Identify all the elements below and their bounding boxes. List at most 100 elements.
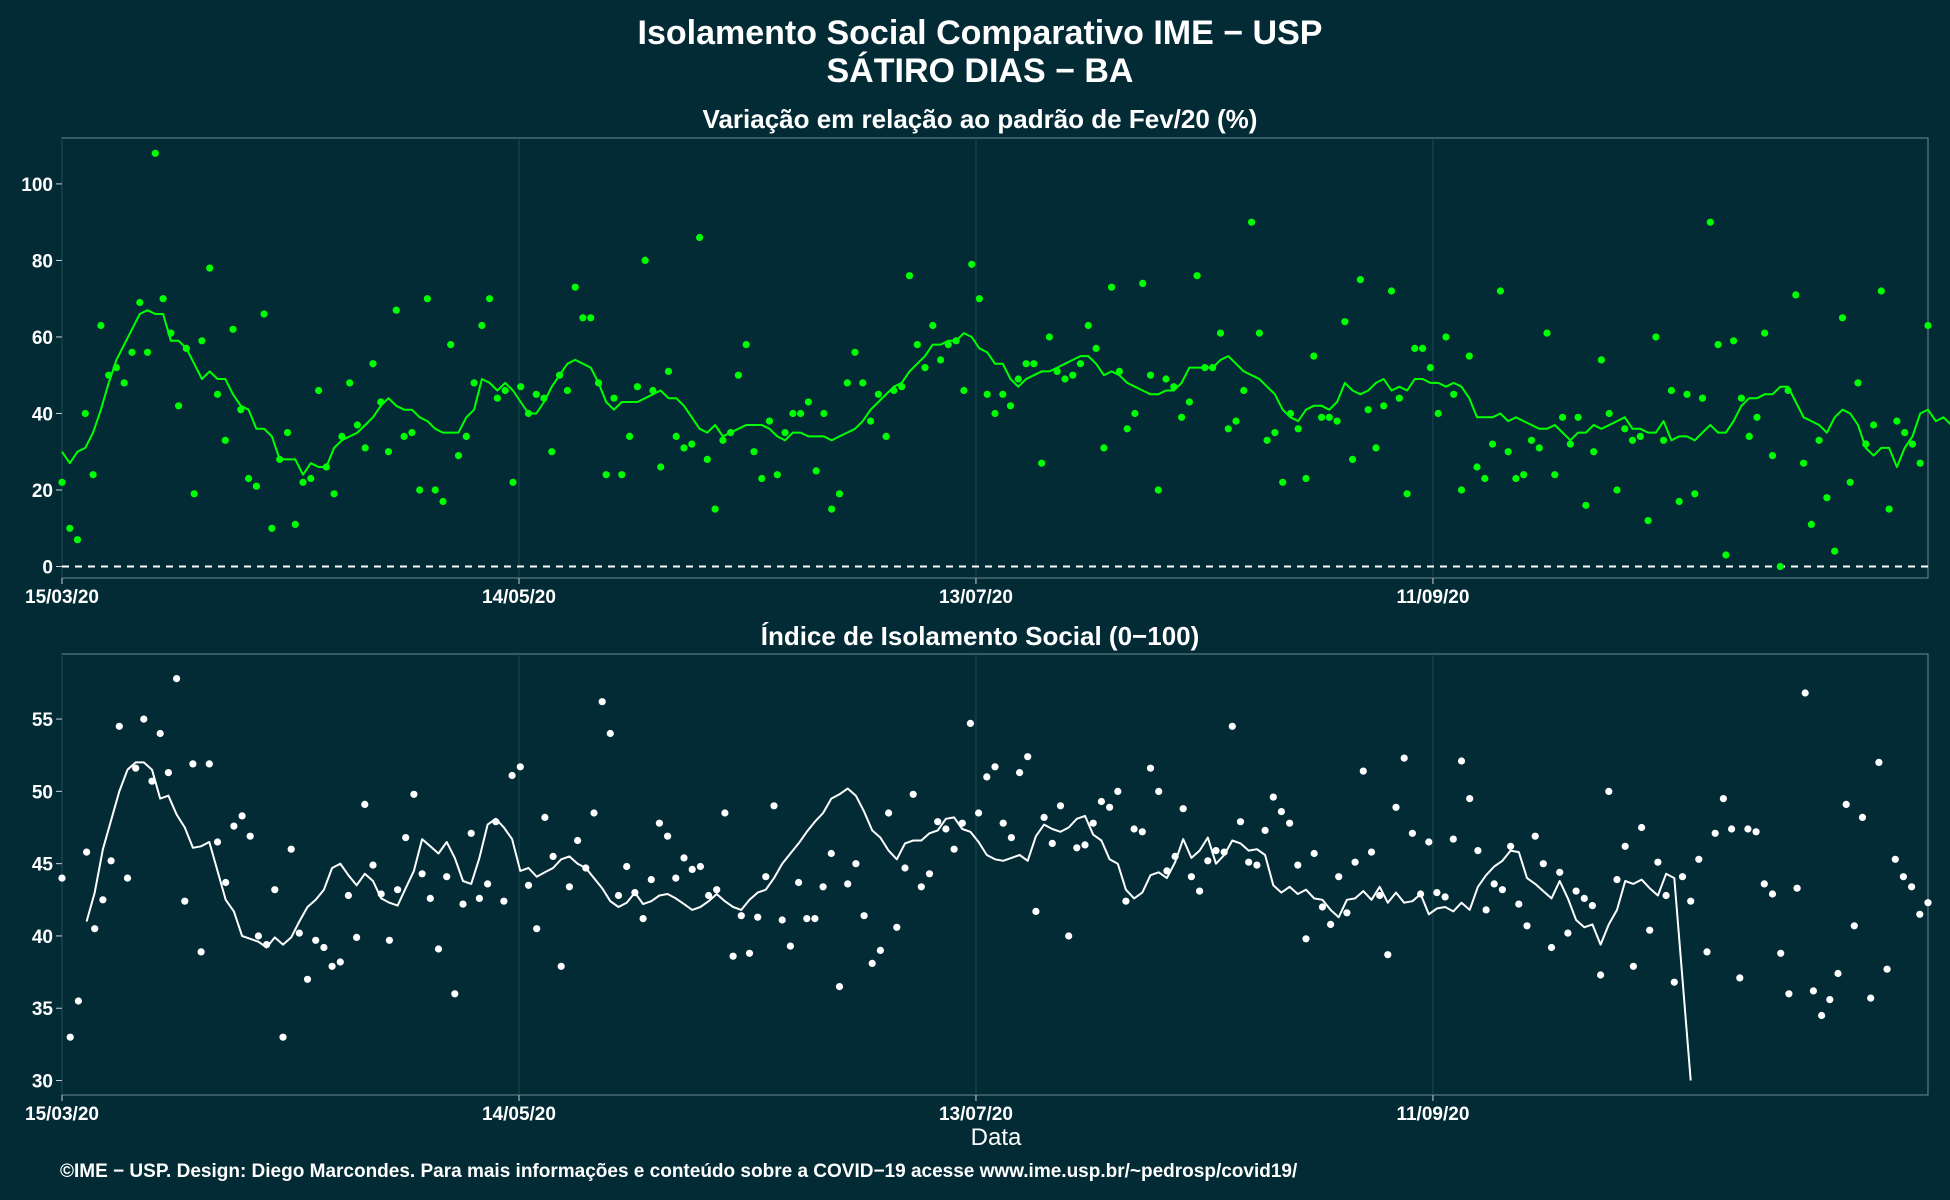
- data-point-top: [602, 471, 610, 479]
- data-point-top: [159, 295, 167, 303]
- data-point-top: [1698, 394, 1707, 402]
- data-point-bottom: [778, 916, 786, 924]
- data-point-bottom: [524, 881, 533, 889]
- data-point-top: [1139, 279, 1147, 287]
- data-point-top: [213, 390, 222, 398]
- data-point-top: [221, 436, 229, 444]
- data-point-bottom: [1335, 873, 1343, 881]
- data-point-bottom: [475, 894, 483, 903]
- data-point-top: [1255, 329, 1263, 337]
- data-point-top: [1730, 337, 1738, 345]
- data-point-top: [610, 394, 618, 402]
- data-point-top: [1621, 425, 1629, 433]
- data-point-top: [1543, 329, 1551, 337]
- data-point-bottom: [860, 912, 868, 920]
- data-point-top: [921, 364, 929, 372]
- data-point-bottom: [1613, 876, 1621, 884]
- data-point-bottom: [1547, 943, 1556, 952]
- data-point-bottom: [205, 760, 213, 768]
- x-tick-label: 11/09/20: [1396, 587, 1469, 608]
- data-point-top: [1022, 360, 1030, 368]
- y-tick-label: 0: [42, 558, 53, 579]
- data-point-top: [898, 383, 906, 391]
- data-point-top: [571, 283, 579, 291]
- data-point-bottom: [1842, 800, 1850, 809]
- data-point-bottom: [737, 912, 745, 920]
- data-point-bottom: [991, 763, 999, 771]
- x-tick-label: 13/07/20: [939, 1104, 1013, 1125]
- data-point-top: [1216, 329, 1225, 337]
- data-point-bottom: [1384, 951, 1392, 959]
- data-point-bottom: [238, 812, 246, 820]
- data-point-bottom: [1269, 793, 1277, 801]
- data-point-top: [1286, 409, 1295, 418]
- data-point-top: [431, 486, 439, 494]
- data-point-bottom: [1908, 883, 1916, 891]
- data-point-bottom: [1130, 825, 1138, 833]
- data-point-bottom: [328, 962, 336, 970]
- data-point-top: [1271, 429, 1279, 437]
- panel-top-title: Variação em relação ao padrão de Fev/20 …: [703, 104, 1258, 134]
- data-point-top: [416, 486, 424, 494]
- data-point-top: [1846, 478, 1854, 486]
- data-point-bottom: [975, 809, 983, 817]
- data-point-bottom: [287, 845, 295, 853]
- data-point-top: [1061, 375, 1069, 383]
- data-point-top: [1450, 390, 1458, 398]
- data-point-bottom: [1597, 971, 1605, 979]
- data-point-top: [361, 444, 369, 452]
- data-point-top: [423, 295, 431, 303]
- data-point-top: [626, 432, 634, 440]
- plot-area-bottom: [61, 653, 1929, 1096]
- data-point-bottom: [58, 874, 66, 882]
- data-point-top: [143, 348, 152, 356]
- data-point-top: [781, 429, 789, 437]
- data-point-top: [1908, 440, 1917, 448]
- data-point-top: [1566, 440, 1574, 448]
- data-point-bottom: [1507, 842, 1515, 850]
- data-point-bottom: [1760, 880, 1768, 888]
- data-point-top: [486, 295, 494, 303]
- data-point-top: [890, 386, 898, 395]
- data-point-bottom: [1302, 935, 1310, 943]
- data-point-bottom: [459, 900, 467, 908]
- data-point-bottom: [1834, 969, 1842, 978]
- data-point-bottom: [434, 945, 443, 953]
- data-point-bottom: [1875, 758, 1883, 767]
- data-point-top: [548, 448, 556, 456]
- data-point-bottom: [1106, 803, 1114, 811]
- data-point-top: [1154, 486, 1162, 494]
- data-point-top: [1185, 398, 1193, 406]
- data-point-top: [1248, 218, 1256, 226]
- data-point-top: [392, 306, 400, 314]
- data-point-bottom: [754, 913, 762, 921]
- data-point-bottom: [246, 832, 254, 840]
- data-point-bottom: [1392, 803, 1400, 811]
- panel-bottom-title: Índice de Isolamento Social (0−100): [761, 621, 1200, 651]
- data-point-bottom: [1580, 894, 1588, 903]
- data-point-bottom: [917, 883, 925, 891]
- data-point-bottom: [868, 959, 876, 968]
- data-point-top: [260, 310, 268, 318]
- data-point-top: [517, 383, 525, 391]
- data-point-top: [1349, 455, 1357, 463]
- data-point-bottom: [1073, 844, 1081, 852]
- data-point-bottom: [1826, 996, 1834, 1004]
- data-point-top: [929, 321, 937, 330]
- data-point-top: [1076, 360, 1085, 368]
- y-tick-label: 40: [32, 927, 53, 948]
- data-point-top: [1605, 409, 1613, 418]
- data-point-top: [1761, 329, 1769, 337]
- data-point-top: [400, 432, 408, 440]
- y-tick-label: 100: [21, 175, 53, 196]
- x-tick-label: 15/03/20: [25, 587, 99, 608]
- data-point-top: [1209, 364, 1217, 372]
- data-point-bottom: [557, 962, 565, 970]
- data-point-bottom: [132, 764, 140, 772]
- data-point-bottom: [606, 729, 614, 738]
- data-point-bottom: [721, 809, 729, 817]
- data-point-bottom: [312, 936, 320, 944]
- data-point-bottom: [1294, 861, 1302, 869]
- data-point-top: [151, 149, 159, 157]
- data-point-bottom: [1654, 858, 1662, 866]
